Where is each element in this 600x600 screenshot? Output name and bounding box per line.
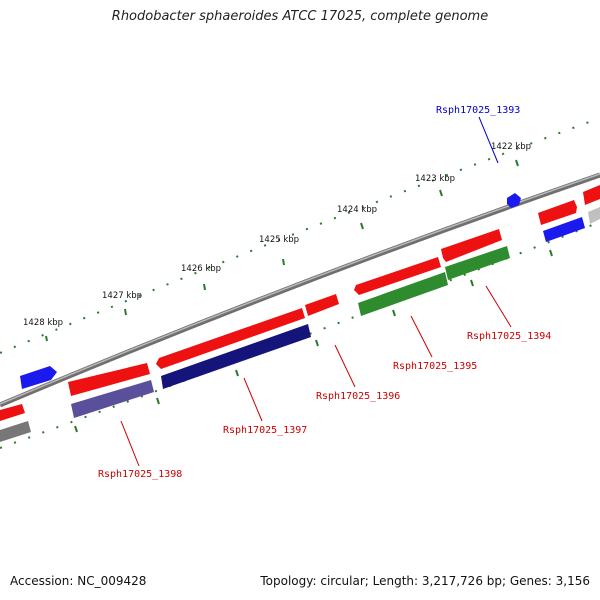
gene-arrow-blue-1393[interactable] [507, 193, 521, 208]
scale-label-1422: 1422 kbp [491, 142, 531, 152]
gene-label-1394[interactable]: Rsph17025_1394 [467, 331, 551, 342]
gene-arrow-blue-left[interactable] [20, 366, 57, 389]
gene-arrow-gray-right-edge[interactable] [588, 207, 600, 224]
cds-green-1395[interactable] [358, 272, 448, 316]
genome-backbone [0, 172, 600, 408]
genome-summary-text: Topology: circular; Length: 3,217,726 bp… [260, 574, 590, 588]
cds-purple-1398[interactable] [71, 380, 154, 418]
scale-label-1427: 1427 kbp [102, 291, 142, 301]
cds-gray-left-edge[interactable] [0, 421, 31, 442]
cds-red-left-edge[interactable] [0, 404, 25, 421]
cds-green-1394[interactable] [445, 246, 510, 280]
map-title: Rhodobacter sphaeroides ATCC 17025, comp… [111, 9, 489, 24]
cds-red-1393-area[interactable] [538, 200, 577, 225]
inner-scale-dots [0, 221, 600, 449]
scale-label-1425: 1425 kbp [259, 235, 299, 245]
cds-navy-1397[interactable] [161, 324, 311, 389]
gene-label-1397[interactable]: Rsph17025_1397 [223, 425, 307, 436]
gene-label-1395[interactable]: Rsph17025_1395 [393, 361, 477, 372]
reverse-strand-features [0, 200, 585, 442]
cds-blue-1393-area[interactable] [543, 217, 585, 242]
scale-label-1426: 1426 kbp [181, 264, 221, 274]
scale-labels: 1422 kbp 1423 kbp 1424 kbp 1425 kbp 1426… [23, 142, 531, 328]
inner-major-ticks [74, 249, 553, 433]
cds-red-1395[interactable] [354, 257, 441, 295]
scale-label-1428: 1428 kbp [23, 318, 63, 328]
gene-arrow-red-right-edge[interactable] [583, 185, 600, 205]
scale-label-1423: 1423 kbp [415, 174, 455, 184]
outer-scale-dots [0, 117, 600, 354]
cds-red-1394[interactable] [441, 229, 502, 262]
cds-red-1397[interactable] [156, 308, 305, 369]
scale-label-1424: 1424 kbp [337, 205, 377, 215]
outer-major-ticks [45, 159, 519, 342]
cds-red-1398[interactable] [68, 363, 150, 396]
gene-label-1393[interactable]: Rsph17025_1393 [436, 105, 520, 116]
leader-lines [120, 116, 512, 467]
gene-label-1398[interactable]: Rsph17025_1398 [98, 469, 182, 480]
gene-labels: Rsph17025_1393 Rsph17025_1394 Rsph17025_… [98, 105, 551, 480]
cds-red-1396[interactable] [305, 294, 339, 316]
accession-text: Accession: NC_009428 [10, 574, 147, 588]
gene-label-1396[interactable]: Rsph17025_1396 [316, 391, 400, 402]
forward-strand-features [20, 185, 600, 389]
